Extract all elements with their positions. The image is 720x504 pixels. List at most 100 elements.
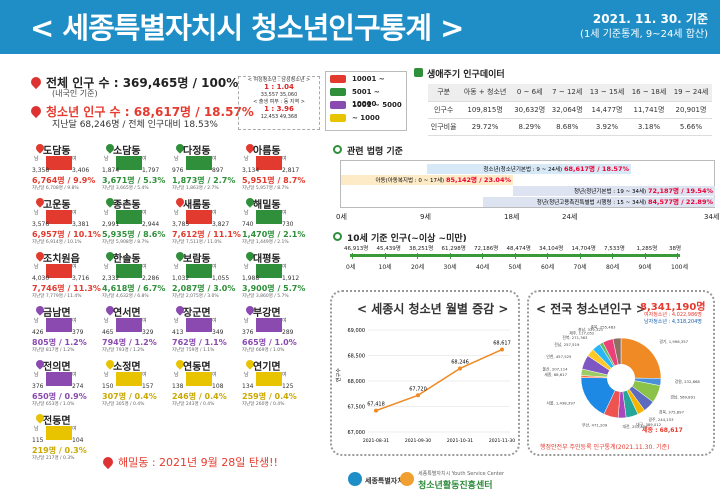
law-bar-youth: 청소년(청소년기본법 : 9 ~ 24세) 68,617명 / 18.57% — [427, 164, 631, 174]
legend-item: 5001 ~ 10000 — [326, 86, 406, 108]
data-label: 67,720 — [409, 386, 427, 392]
district-prev: 지난달 6,914명 / 10.1% — [32, 240, 82, 245]
female-count: 1,797 — [142, 167, 160, 174]
sejong-logo-icon — [348, 472, 362, 486]
district-card: 대평동 남 여 1,988 1,912 3,900명 / 5.7% 지난달 3,860명 /… — [242, 250, 310, 314]
y-tick-label: 68,500 — [348, 354, 366, 360]
age-value: 34,104명 — [539, 246, 564, 252]
location-pin-icon — [28, 74, 44, 90]
female-person-icon — [269, 372, 282, 386]
table-cell: 14,477명 — [586, 101, 628, 119]
table-header: 16 ~ 18세 — [628, 84, 670, 102]
district-total: 3,900명 / 5.7% — [242, 284, 306, 293]
law-axis-label: 0세 — [336, 213, 347, 221]
female-person-icon — [59, 210, 72, 224]
table-header: 구분 — [428, 84, 460, 102]
district-prev: 지난달 3,665명 / 5.4% — [102, 186, 149, 191]
district-name: 새롬동 — [183, 200, 211, 211]
male-person-icon — [116, 318, 129, 332]
district-name: 한솔동 — [113, 254, 141, 265]
district-name: 전동면 — [43, 416, 71, 427]
male-person-icon — [186, 372, 199, 386]
age-value: 46,913명 — [344, 246, 369, 252]
pie-label: 대전, 253,856 — [623, 424, 649, 429]
pie-label: 광주, 244,153 — [648, 417, 674, 422]
pie-label: 서울, 1,438,397 — [546, 400, 575, 405]
color-legend: 10001 ~5001 ~ 10000 1001 ~ 5000 ~ 1000 — [325, 71, 407, 131]
district-prev: 지난달 2,075명 / 3.0% — [172, 294, 219, 299]
table-cell: 인구수 — [428, 101, 460, 119]
district-card: 연동면 남 여 138 108 246명 / 0.4% 지난달 243명 / 0.4% — [172, 358, 240, 422]
district-total: 1,470명 / 2.1% — [242, 230, 306, 239]
pie-label: 전북, 271,363 — [562, 335, 588, 340]
pie-label: 경남, 569,891 — [670, 394, 696, 399]
female-person-icon — [269, 156, 282, 170]
national-source: 행정안전부 주민등록 인구통계(2021.11.30. 기준) — [540, 444, 670, 451]
female-person-icon — [129, 210, 142, 224]
district-prev: 지난달 1,863명 / 2.7% — [172, 186, 219, 191]
age-axis-label: 0세 — [346, 264, 356, 271]
table-header: 아동 + 청소년 — [459, 84, 511, 102]
female-count: 2,944 — [142, 221, 160, 228]
y-tick-label: 68,000 — [348, 379, 366, 385]
male-count: 4,030 — [32, 275, 50, 282]
legend-swatch — [330, 114, 346, 122]
district-name: 다정동 — [183, 146, 211, 157]
header-date: 2021. 11. 30. 기준 (1세 기준통계, 9~24세 합산) — [580, 12, 708, 40]
law-axis-label: 18세 — [504, 213, 520, 221]
district-prev: 지난달 653명 / 1.0% — [32, 402, 75, 407]
legend-swatch — [330, 88, 346, 96]
district-card: 보람동 남 여 1,032 1,055 2,087명 / 3.0% 지난달 2,075명 /… — [172, 250, 240, 314]
pie-label: 인천, 457,525 — [546, 354, 572, 359]
district-total: 5,951명 / 8.7% — [242, 176, 306, 185]
y-tick-label: 67,000 — [348, 430, 366, 436]
age-axis-label: 90세 — [638, 264, 652, 271]
male-count: 138 — [172, 383, 184, 390]
district-card: 고운동 남 여 3,576 3,381 6,957명 / 10.1% 지난달 6,914명 … — [32, 196, 101, 260]
male-count: 3,576 — [32, 221, 50, 228]
district-total: 6,764명 / 9.9% — [32, 176, 96, 185]
female-count: 125 — [282, 383, 294, 390]
male-person-icon — [256, 372, 269, 386]
district-prev: 지난달 217명 / 0.3% — [32, 456, 75, 461]
x-tick-label: 2021-11-30 — [489, 438, 515, 444]
male-count: 3,134 — [242, 167, 260, 174]
female-count: 730 — [282, 221, 294, 228]
district-card: 소담동 남 여 1,874 1,797 3,671명 / 5.3% 지난달 3,665명 /… — [102, 142, 170, 206]
legend-item: 10001 ~ — [326, 73, 406, 85]
check-icon — [414, 68, 423, 77]
male-count: 376 — [242, 329, 254, 336]
male-count: 740 — [242, 221, 254, 228]
national-female: 여자청소년 : 4,022,986명 — [644, 312, 702, 318]
age-axis-label: 60세 — [541, 264, 555, 271]
pie-label: 충남, 339,321 — [578, 327, 604, 332]
sejong-callout: 세종 : 68,617 — [642, 426, 683, 434]
district-card: 해밀동 남 여 740 730 1,470명 / 2.1% 지난달 1,449명 / 2.1… — [242, 196, 310, 260]
district-total: 3,671명 / 5.3% — [102, 176, 166, 185]
female-person-icon — [199, 210, 212, 224]
age-tick — [352, 253, 353, 259]
male-count: 413 — [172, 329, 184, 336]
male-count: 3,785 — [172, 221, 190, 228]
female-person-icon — [129, 318, 142, 332]
district-card: 소정면 남 여 150 157 307명 / 0.4% 지난달 305명 / 0.4% — [102, 358, 170, 422]
legend-item: ~ 1000 — [326, 112, 406, 124]
district-total: 794명 / 1.2% — [102, 338, 157, 347]
data-label: 68,617 — [493, 341, 511, 347]
legend-swatch — [330, 75, 346, 83]
table-cell: 5.66% — [669, 118, 712, 136]
district-total: 7,612명 / 11.1% — [172, 230, 241, 239]
male-person-icon — [186, 156, 199, 170]
male-count: 134 — [242, 383, 254, 390]
male-count: 2,991 — [102, 221, 120, 228]
data-point — [416, 393, 420, 398]
district-total: 219명 / 0.3% — [32, 446, 87, 455]
data-label: 67,418 — [367, 402, 385, 408]
national-title: < 전국 청소년인구 > — [536, 302, 646, 316]
youth-population-note: 지난달 68,246명 / 전체 인구대비 18.53% — [52, 120, 218, 130]
table-cell: 8.68% — [548, 118, 587, 136]
page-title: < 세종특별자치시 청소년인구통계 > — [30, 11, 464, 45]
male-count: 3,358 — [32, 167, 50, 174]
district-name: 아름동 — [253, 146, 281, 157]
district-total: 5,935명 / 8.6% — [102, 230, 166, 239]
